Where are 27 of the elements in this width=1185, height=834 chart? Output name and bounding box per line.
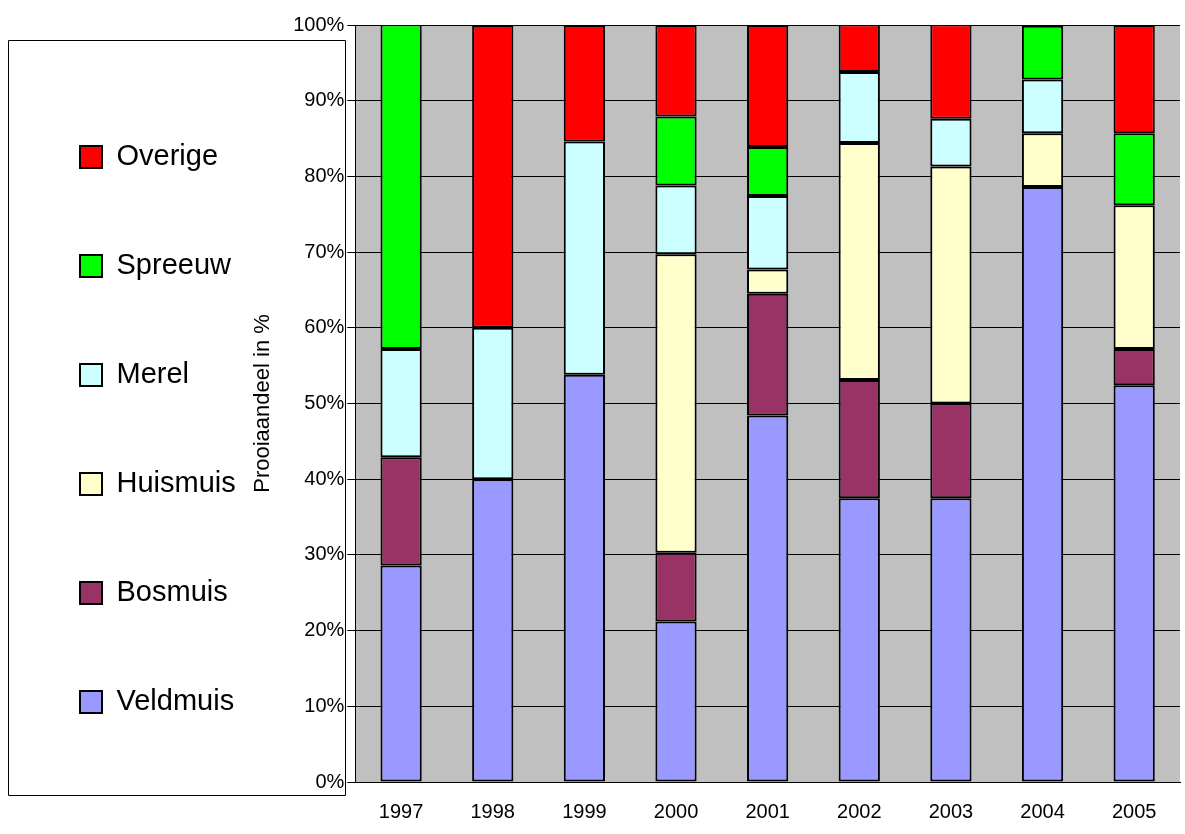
x-tick-label: 2001	[745, 799, 790, 822]
y-tick-label: 40%	[304, 466, 345, 489]
legend-label: Bosmuis	[116, 575, 228, 607]
legend-label: Spreeuw	[116, 248, 233, 280]
x-tick-label: 1999	[562, 799, 607, 822]
y-tick-label: 0%	[315, 769, 345, 792]
x-tick-label: 2003	[928, 799, 974, 822]
y-tick-label: 50%	[304, 391, 345, 414]
legend-label: Overige	[116, 139, 219, 171]
y-tick-label: 80%	[304, 163, 345, 186]
y-tick-label: 70%	[304, 239, 345, 262]
legend-label: Merel	[116, 357, 190, 389]
y-tick-label: 20%	[304, 618, 345, 641]
y-axis-title: Prooiaandeel in %	[249, 314, 275, 493]
x-tick-label: 2002	[837, 799, 882, 822]
x-tick-label: 2000	[653, 799, 699, 822]
y-tick-label: 10%	[304, 693, 345, 716]
legend-label: Veldmuis	[116, 684, 235, 716]
y-tick-label: 60%	[304, 315, 345, 338]
y-tick-label: 90%	[304, 88, 345, 111]
y-tick-label: 30%	[304, 542, 345, 565]
x-tick-label: 1997	[378, 799, 424, 822]
x-tick-label: 1998	[470, 799, 515, 822]
x-tick-label: 2004	[1020, 799, 1065, 822]
legend-label: Huismuis	[116, 466, 236, 498]
y-tick-label: 100%	[293, 12, 345, 35]
x-tick-label: 2005	[1111, 799, 1157, 822]
